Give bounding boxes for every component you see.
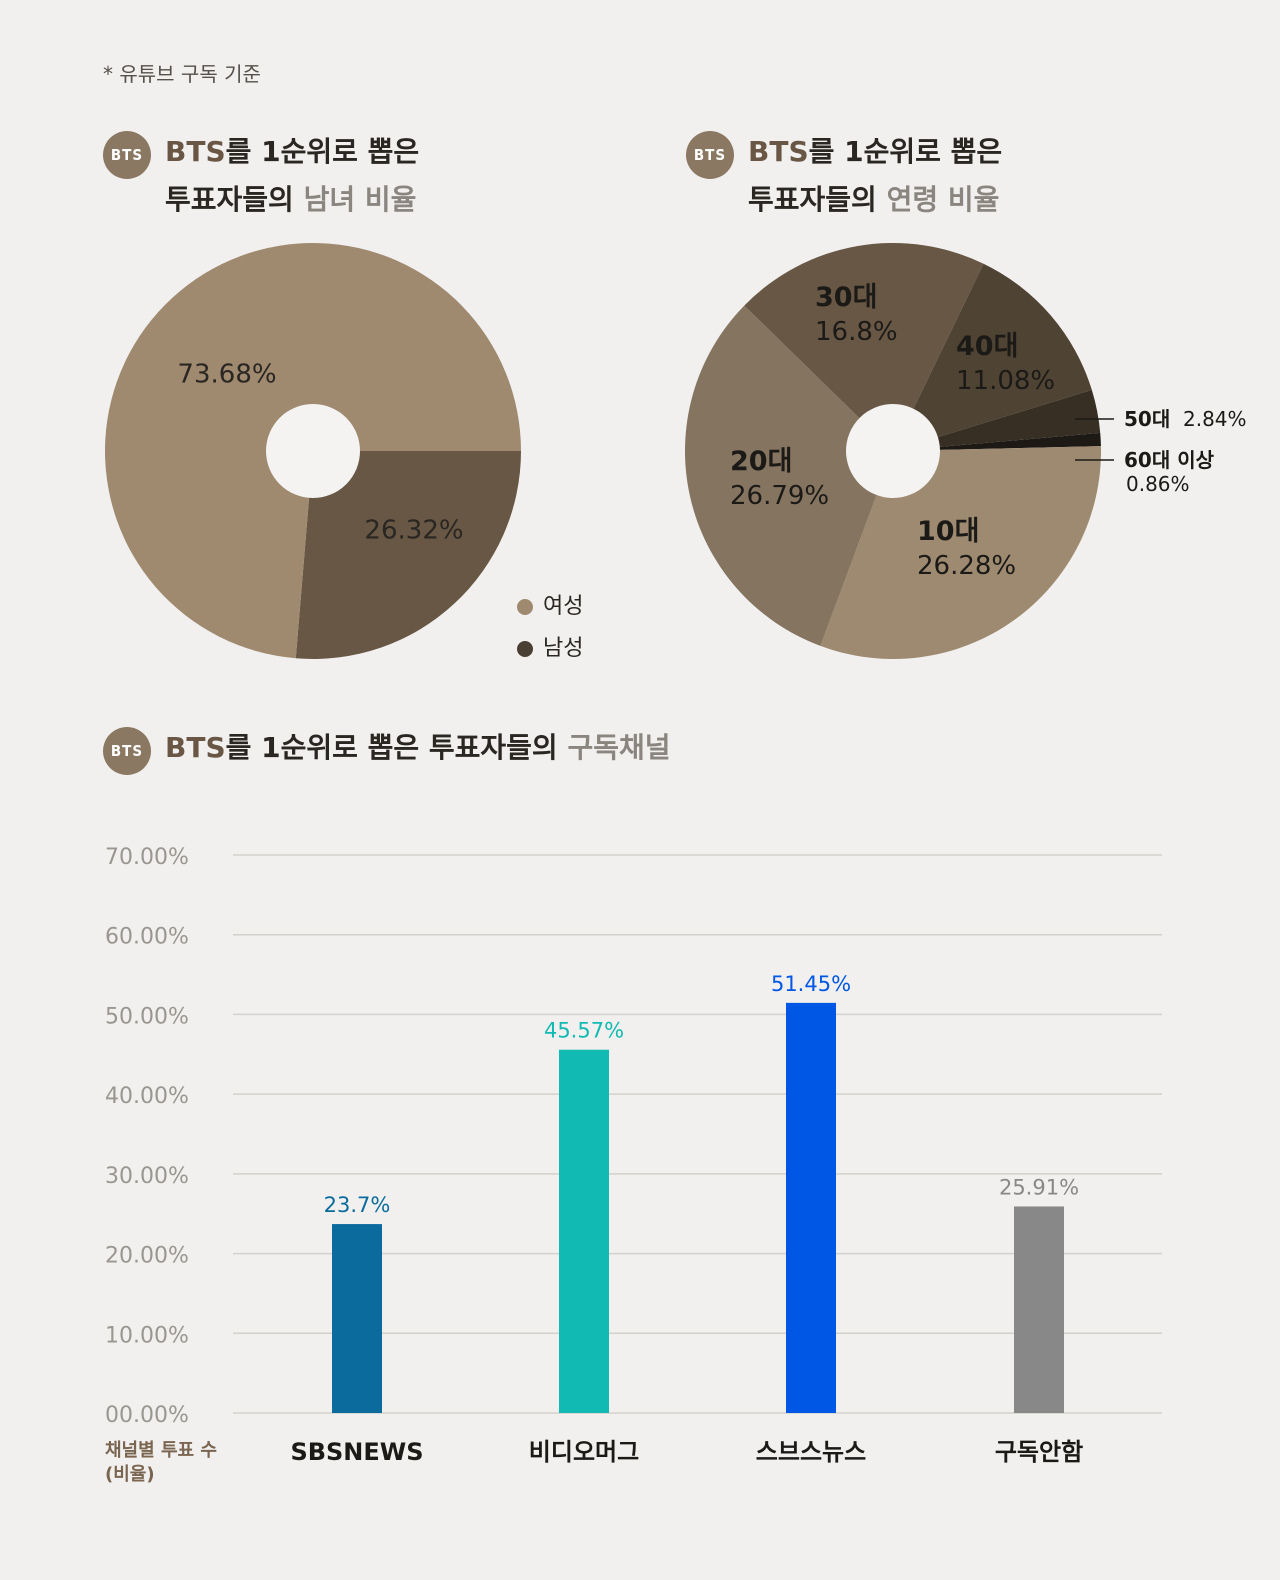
bts-badge-age: BTS	[686, 131, 734, 179]
bar-스브스뉴스	[786, 1002, 836, 1413]
y-tick-label: 00.00%	[105, 1403, 189, 1428]
legend-marker-여성	[517, 599, 533, 615]
data-label-40대: 11.08%	[956, 366, 1055, 396]
y-tick-label: 30.00%	[105, 1164, 189, 1189]
age-title-part1: BTS	[748, 135, 809, 168]
category-label-50대: 50대	[1124, 407, 1170, 431]
data-label-60대-이상: 0.86%	[1126, 472, 1190, 496]
bts-badge-gender: BTS	[103, 131, 151, 179]
channel-title-part3: 구독채널	[567, 731, 671, 764]
gender-title-part2: 를 1순위로 뽑은	[225, 135, 420, 168]
channel-title-part1: BTS	[165, 731, 226, 764]
source-note: * 유튜브 구독 기준	[103, 62, 261, 86]
data-label-50대: 2.84%	[1183, 407, 1247, 431]
legend-label-남성: 남성	[543, 636, 583, 661]
x-tick-label-비디오머그: 비디오머그	[529, 1438, 639, 1466]
age-title-part4: 연령 비율	[886, 183, 1000, 216]
gender-title-part1: BTS	[165, 135, 226, 168]
y-tick-label: 70.00%	[105, 845, 189, 870]
pie-slice-10대	[820, 446, 1101, 659]
gender-title-part4: 남녀 비율	[303, 183, 417, 216]
x-tick-label-구독안함: 구독안함	[995, 1438, 1083, 1466]
bar-value-label: 23.7%	[324, 1193, 391, 1217]
pie-slice-남성	[295, 451, 521, 659]
category-label-30대: 30대	[815, 282, 877, 313]
x-axis-label-line-0: 채널별 투표 수	[105, 1440, 217, 1461]
age-chart-title: BTS를 1순위로 뽑은 투표자들의 연령 비율	[748, 128, 1002, 224]
gender-pie-hole	[266, 404, 360, 498]
age-title-part2: 를 1순위로 뽑은	[808, 135, 1003, 168]
x-tick-label-스브스뉴스: 스브스뉴스	[756, 1438, 866, 1466]
age-title-part3: 투표자들의	[748, 183, 887, 216]
bar-value-label: 51.45%	[771, 972, 851, 996]
y-tick-label: 50.00%	[105, 1004, 189, 1029]
age-pie-chart: 10대 26.28% 20대 26.79% 30대 16.8% 40대 11.08% 50대 2.…	[685, 243, 1247, 659]
pie-slice-50대	[893, 389, 1101, 451]
gender-chart-title: BTS를 1순위로 뽑은 투표자들의 남녀 비율	[165, 128, 419, 224]
channel-title-part2: 를 1순위로 뽑은 투표자들의	[225, 731, 568, 764]
y-tick-label: 20.00%	[105, 1244, 189, 1269]
y-tick-label: 60.00%	[105, 925, 189, 950]
bar-value-label: 25.91%	[999, 1175, 1079, 1199]
channel-chart-title: BTS를 1순위로 뽑은 투표자들의 구독채널	[165, 724, 671, 772]
bts-badge-channel: BTS	[103, 727, 151, 775]
category-label-20대: 20대	[730, 446, 792, 477]
legend-marker-남성	[517, 641, 533, 657]
y-tick-label: 40.00%	[105, 1084, 189, 1109]
pie-slice-30대	[744, 243, 984, 451]
category-label-40대: 40대	[956, 331, 1018, 362]
x-axis-label-line-1: (비율)	[105, 1464, 155, 1485]
y-tick-label: 10.00%	[105, 1323, 189, 1348]
data-label-20대: 26.79%	[730, 481, 829, 511]
age-pie-hole	[846, 404, 940, 498]
pie-slice-40대	[893, 263, 1092, 451]
pie-slice-20대	[685, 305, 893, 646]
category-label-60대-이상: 60대 이상	[1124, 448, 1215, 472]
category-label-10대: 10대	[917, 516, 979, 547]
pie-slice-60대-이상	[893, 432, 1101, 451]
data-label-남성: 26.32%	[364, 516, 463, 546]
bar-SBSNEWS	[332, 1224, 382, 1413]
bar-비디오머그	[559, 1049, 609, 1413]
data-label-여성: 73.68%	[177, 360, 276, 390]
channel-bar-chart: 00.00% 10.00% 20.00% 30.00% 40.00% 50.00% 60.0…	[105, 845, 1162, 1485]
bar-구독안함	[1014, 1206, 1064, 1413]
data-label-10대: 26.28%	[917, 551, 1016, 581]
data-label-30대: 16.8%	[815, 317, 898, 347]
legend-label-여성: 여성	[543, 594, 583, 619]
bar-value-label: 45.57%	[544, 1019, 624, 1043]
x-tick-label-SBSNEWS: SBSNEWS	[290, 1438, 423, 1466]
gender-title-part3: 투표자들의	[165, 183, 304, 216]
